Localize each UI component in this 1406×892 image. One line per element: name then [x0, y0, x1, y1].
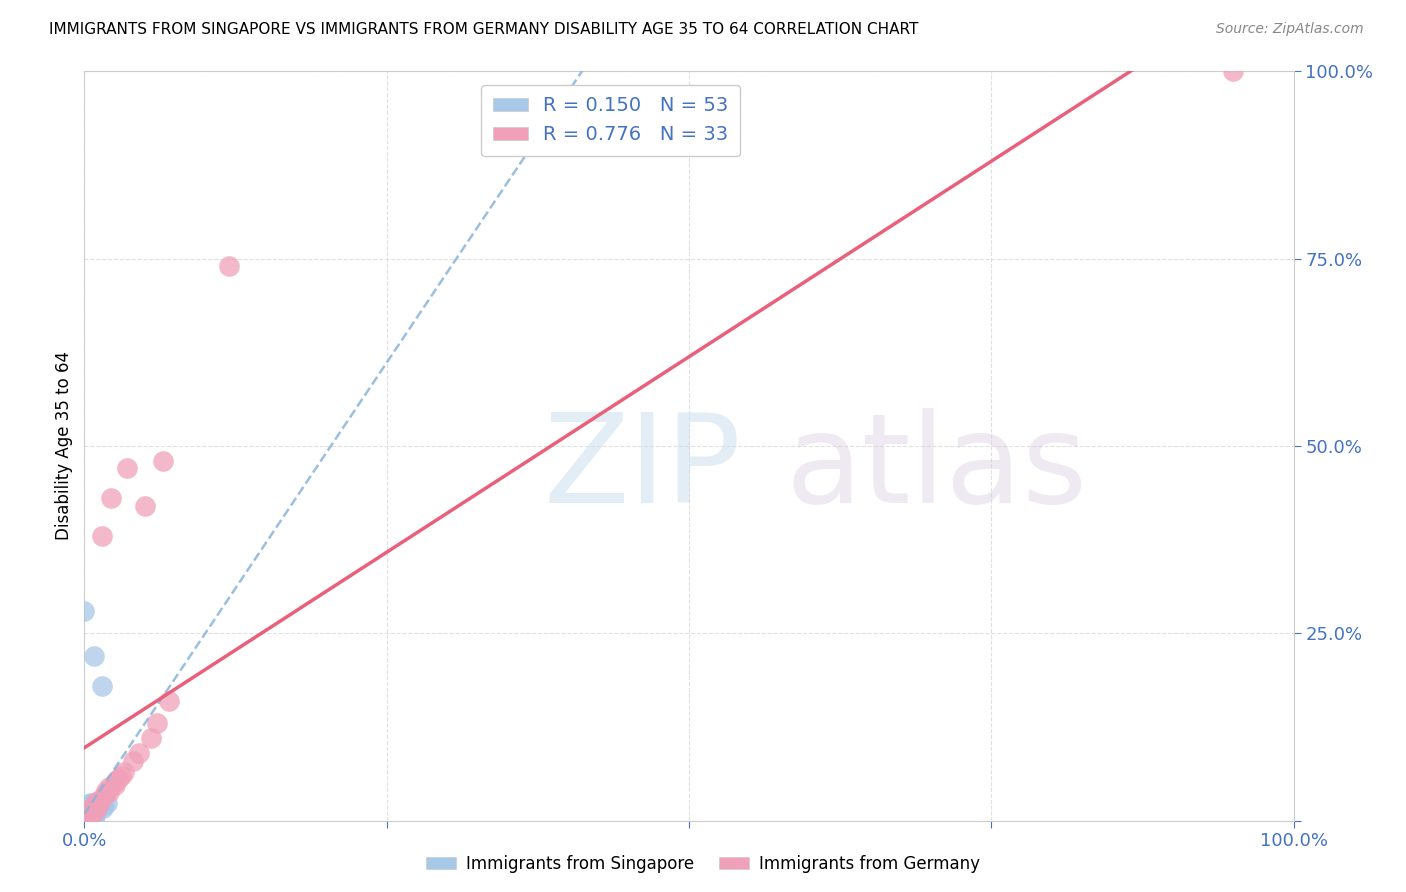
Point — [76, 809, 98, 823]
Point — [75, 813, 97, 827]
Point — [82, 800, 104, 814]
Point — [75, 812, 97, 826]
Point — [86, 804, 108, 818]
Point — [115, 461, 138, 475]
Point — [77, 811, 100, 825]
Point — [75, 807, 97, 822]
Point — [218, 259, 240, 273]
Point — [77, 810, 100, 824]
Point — [73, 812, 96, 826]
Point — [80, 798, 103, 813]
Point — [75, 811, 97, 825]
Text: ZIP: ZIP — [544, 408, 742, 529]
Point — [79, 796, 101, 810]
Point — [91, 679, 114, 693]
Legend: Immigrants from Singapore, Immigrants from Germany: Immigrants from Singapore, Immigrants fr… — [419, 848, 987, 880]
Point — [76, 813, 98, 827]
Point — [97, 780, 120, 794]
Point — [94, 788, 117, 802]
Point — [75, 812, 97, 826]
Point — [110, 769, 132, 783]
Point — [76, 813, 98, 827]
Point — [73, 813, 96, 827]
Point — [80, 808, 103, 822]
Point — [73, 813, 96, 827]
Point — [75, 814, 97, 828]
Point — [87, 795, 110, 809]
Point — [79, 811, 101, 825]
Point — [93, 801, 115, 815]
Point — [75, 813, 97, 827]
Point — [75, 813, 97, 827]
Point — [107, 772, 129, 787]
Point — [152, 454, 174, 468]
Point — [83, 648, 105, 663]
Point — [79, 807, 101, 822]
Point — [134, 499, 156, 513]
Point — [94, 783, 117, 797]
Point — [121, 754, 143, 768]
Point — [83, 798, 105, 813]
Point — [91, 791, 114, 805]
Legend: R = 0.150   N = 53, R = 0.776   N = 33: R = 0.150 N = 53, R = 0.776 N = 33 — [481, 85, 740, 156]
Text: IMMIGRANTS FROM SINGAPORE VS IMMIGRANTS FROM GERMANY DISABILITY AGE 35 TO 64 COR: IMMIGRANTS FROM SINGAPORE VS IMMIGRANTS … — [49, 22, 918, 37]
Point — [75, 814, 97, 828]
Point — [79, 797, 101, 812]
Point — [100, 491, 122, 506]
Point — [157, 694, 180, 708]
Point — [86, 795, 108, 809]
Point — [75, 811, 97, 825]
Point — [112, 764, 135, 779]
Point — [76, 806, 98, 821]
Point — [75, 810, 97, 824]
Point — [76, 812, 98, 826]
Text: atlas: atlas — [786, 408, 1088, 529]
Point — [80, 806, 103, 821]
Point — [73, 811, 96, 825]
Point — [84, 805, 107, 819]
Point — [75, 814, 97, 828]
Point — [104, 778, 127, 792]
Point — [73, 604, 96, 618]
Point — [77, 801, 100, 815]
Point — [139, 731, 162, 746]
Point — [73, 812, 96, 826]
Point — [73, 813, 96, 827]
Point — [73, 814, 96, 828]
Point — [75, 814, 97, 828]
Point — [128, 746, 150, 760]
Point — [83, 813, 105, 827]
Point — [83, 807, 105, 822]
Point — [97, 785, 120, 799]
Point — [86, 802, 108, 816]
Point — [104, 774, 127, 789]
Point — [80, 809, 103, 823]
Point — [89, 792, 111, 806]
Point — [1222, 64, 1244, 78]
Point — [93, 797, 115, 812]
Point — [82, 797, 104, 811]
Text: Source: ZipAtlas.com: Source: ZipAtlas.com — [1216, 22, 1364, 37]
Point — [79, 802, 101, 816]
Point — [91, 529, 114, 543]
Point — [77, 813, 100, 827]
Point — [146, 716, 169, 731]
Point — [83, 813, 105, 827]
Point — [96, 797, 118, 811]
Point — [80, 814, 103, 828]
Point — [79, 799, 101, 814]
Point — [73, 806, 96, 821]
Point — [75, 810, 97, 824]
Point — [79, 813, 101, 827]
Point — [83, 805, 105, 819]
Y-axis label: Disability Age 35 to 64: Disability Age 35 to 64 — [55, 351, 73, 541]
Point — [87, 797, 110, 812]
Point — [75, 812, 97, 826]
